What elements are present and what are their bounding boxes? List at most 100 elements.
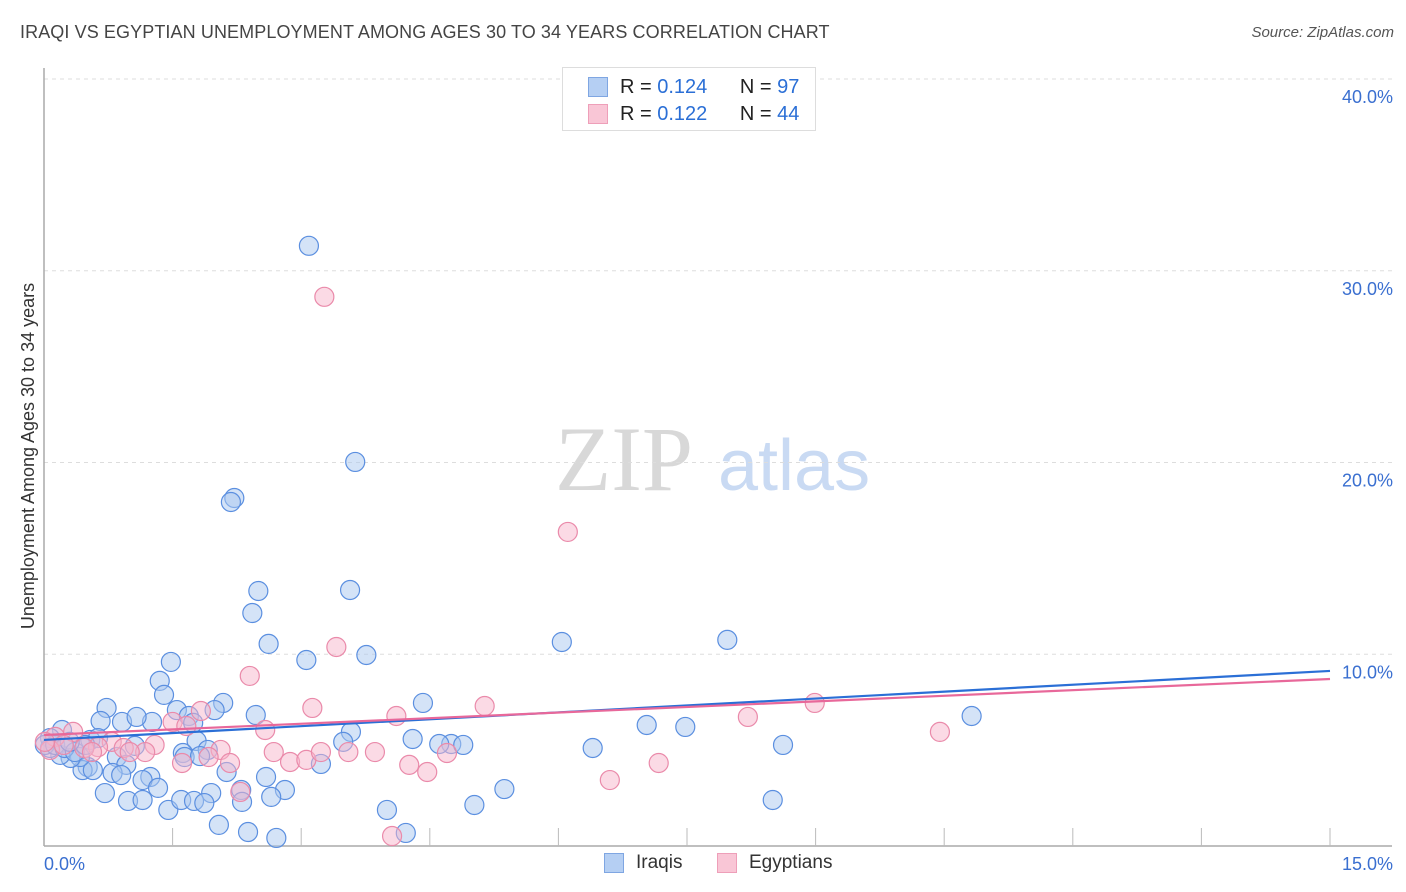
iraqis-point xyxy=(339,579,361,601)
egyptians-point xyxy=(381,825,403,847)
n-value: 97 xyxy=(777,75,800,98)
egyptians-trend-line xyxy=(43,677,1331,737)
iraqis-point xyxy=(242,602,263,624)
iraqis-point xyxy=(90,710,111,732)
n-label: N = xyxy=(739,102,772,125)
x-tick-label-min: 0.0% xyxy=(44,854,85,874)
legend-label-egyptians: Egyptians xyxy=(749,852,833,873)
egyptians-point xyxy=(34,731,55,752)
egyptians-point xyxy=(176,715,197,737)
iraqis-point xyxy=(298,235,320,256)
egyptians-point xyxy=(219,752,241,774)
iraqis-point xyxy=(160,651,181,673)
iraqis-point xyxy=(345,451,366,473)
iraqis-swatch-icon xyxy=(588,77,608,97)
egyptians-point xyxy=(310,741,332,763)
iraqis-point xyxy=(147,777,169,798)
egyptians-point xyxy=(255,719,276,741)
iraqis-point xyxy=(494,778,515,800)
legend-row-iraqis: R = 0.124 N = 97 xyxy=(588,74,799,100)
iraqis-point xyxy=(208,814,229,836)
egyptians-point xyxy=(399,754,420,775)
iraqis-point xyxy=(582,737,603,759)
egyptians-point xyxy=(198,746,219,768)
y-tick-label: 20.0% xyxy=(1342,471,1393,491)
chart-title: IRAQI VS EGYPTIAN UNEMPLOYMENT AMONG AGE… xyxy=(20,22,830,42)
iraqis-point xyxy=(126,706,147,728)
r-label: R = xyxy=(620,102,652,125)
legend-row-egyptians: R = 0.122 N = 44 xyxy=(588,101,799,127)
iraqis-point xyxy=(402,728,423,750)
egyptians-point xyxy=(929,721,951,743)
egyptians-swatch-icon xyxy=(588,104,608,124)
source-label: Source: ZipAtlas.com xyxy=(1251,24,1394,41)
iraqis-point xyxy=(376,799,398,821)
iraqis-point xyxy=(772,734,794,756)
y-tick-label: 30.0% xyxy=(1342,279,1393,299)
watermark-zip: ZIP xyxy=(555,408,693,510)
egyptians-point xyxy=(190,700,211,722)
r-label: R = xyxy=(620,75,652,98)
x-tick-label-max: 15.0% xyxy=(1342,854,1393,874)
egyptians-point xyxy=(436,742,458,764)
r-value: 0.124 xyxy=(657,75,708,98)
egyptians-point xyxy=(599,769,620,791)
egyptians-point xyxy=(474,695,495,717)
iraqis-point xyxy=(636,714,657,736)
egyptians-point xyxy=(326,636,347,658)
egyptians-point xyxy=(417,761,438,783)
iraqis-trend-line xyxy=(43,669,1331,742)
iraqis-point xyxy=(412,692,434,714)
egyptians-point xyxy=(230,781,251,803)
stats-legend: R = 0.124 N = 97 R = 0.122 N = 44 xyxy=(562,67,816,131)
egyptians-swatch-icon xyxy=(717,853,737,873)
iraqis-point xyxy=(266,827,287,849)
egyptians-point xyxy=(81,741,103,763)
watermark-atlas: atlas xyxy=(718,426,870,506)
iraqis-point xyxy=(464,794,485,816)
iraqis-point xyxy=(675,716,696,738)
iraqis-point xyxy=(111,764,132,786)
iraqis-point xyxy=(132,789,153,811)
iraqis-point xyxy=(717,629,738,650)
iraqis-point xyxy=(248,580,269,602)
iraqis-point xyxy=(237,821,259,843)
y-axis-label: Unemployment Among Ages 30 to 34 years xyxy=(18,283,38,629)
iraqis-point xyxy=(261,786,282,808)
iraqis-point xyxy=(453,734,474,756)
y-tick-label: 40.0% xyxy=(1342,87,1393,107)
iraqis-point xyxy=(296,649,317,671)
egyptians-point xyxy=(338,741,359,763)
n-value: 44 xyxy=(777,102,800,125)
egyptians-point xyxy=(557,521,578,543)
egyptians-point xyxy=(239,665,260,687)
legend-item-iraqis[interactable]: Iraqis xyxy=(604,852,682,874)
iraqis-point xyxy=(762,789,783,811)
iraqis-point xyxy=(258,633,279,654)
egyptians-point xyxy=(386,705,407,727)
egyptians-point xyxy=(263,741,284,763)
egyptians-point xyxy=(804,692,825,714)
egyptians-point xyxy=(302,697,323,719)
egyptians-point xyxy=(119,741,140,763)
iraqis-point xyxy=(961,705,982,727)
iraqis-point xyxy=(245,704,266,726)
r-value: 0.122 xyxy=(657,102,708,125)
egyptians-point xyxy=(314,286,335,307)
egyptians-point xyxy=(648,752,669,774)
legend-item-egyptians[interactable]: Egyptians xyxy=(717,852,832,874)
egyptians-point xyxy=(737,706,758,728)
iraqis-point xyxy=(153,684,175,706)
n-label: N = xyxy=(739,75,772,98)
iraqis-swatch-icon xyxy=(604,853,624,873)
iraqis-point xyxy=(194,792,215,814)
egyptians-point xyxy=(364,741,386,763)
iraqis-point xyxy=(551,631,572,653)
iraqis-point xyxy=(220,491,241,513)
iraqis-point xyxy=(356,644,377,666)
iraqis-point xyxy=(255,766,277,788)
iraqis-point xyxy=(94,782,115,804)
legend-label-iraqis: Iraqis xyxy=(636,852,683,873)
